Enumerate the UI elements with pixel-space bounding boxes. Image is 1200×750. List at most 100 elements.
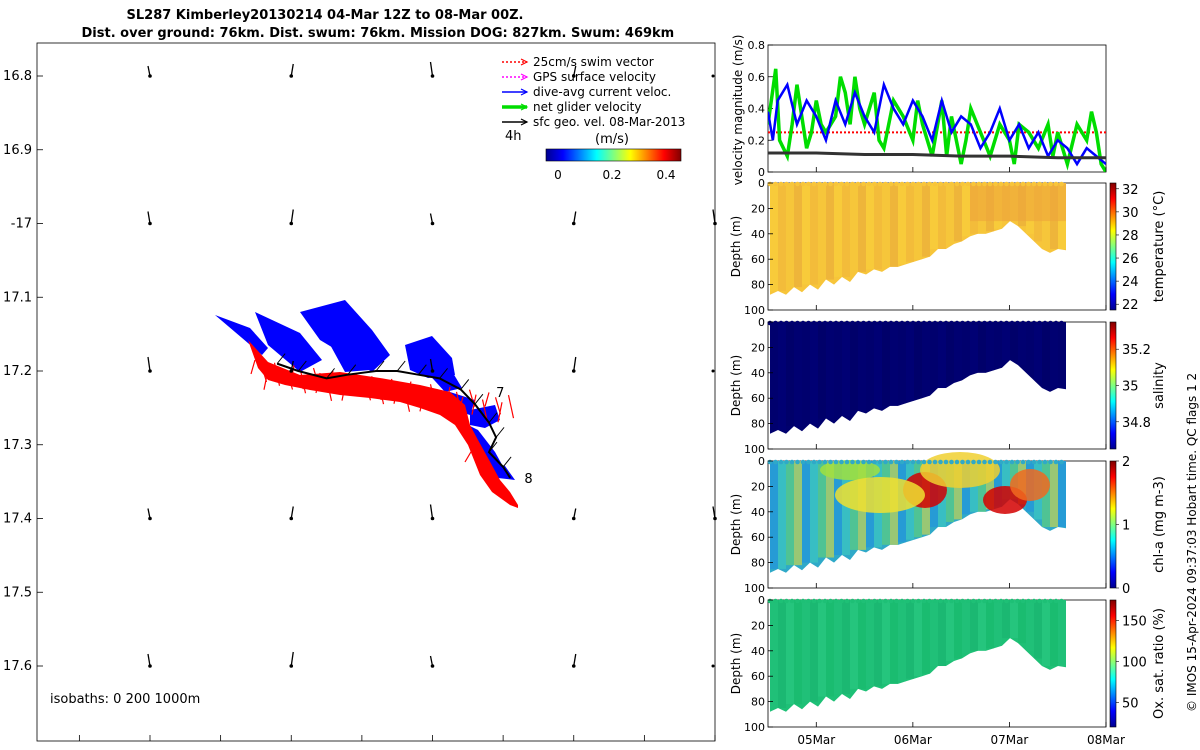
section-column — [890, 461, 898, 545]
section-column — [802, 322, 810, 424]
track-current-arrow — [488, 412, 498, 423]
velocity-series-line — [768, 151, 1106, 160]
legend-arrowhead — [520, 73, 529, 81]
surface-sample-dot — [844, 320, 850, 326]
surface-sample-dot — [811, 598, 817, 604]
section-column — [1034, 461, 1042, 520]
surface-sample-dot — [800, 320, 806, 326]
surface-sample-dot — [960, 459, 965, 465]
track-current-arrow — [326, 368, 335, 379]
section-column — [826, 322, 834, 419]
swim-vector-arrow — [507, 394, 515, 419]
section-column — [1002, 600, 1010, 639]
surface-sample-dot — [910, 320, 916, 326]
surface-sample-dot — [866, 320, 872, 326]
section-column — [922, 600, 930, 674]
surface-sample-dot — [905, 320, 910, 326]
section-column — [858, 183, 866, 272]
section-column — [970, 461, 978, 512]
surface-sample-dot — [927, 598, 932, 604]
section-column — [1050, 600, 1058, 667]
chl-patch — [835, 477, 925, 513]
section-column — [914, 600, 922, 677]
section-column — [842, 322, 850, 416]
grid-vector-head — [571, 664, 576, 668]
velocity-series-line — [768, 68, 1106, 172]
surface-sample-dot — [778, 459, 784, 465]
surface-sample-dot — [778, 598, 784, 604]
vel-y-tick-label: 0 — [758, 166, 765, 179]
surface-sample-dot — [795, 459, 800, 465]
section-column — [898, 461, 906, 543]
track-label: 8 — [524, 472, 532, 487]
section-column — [946, 600, 954, 661]
grid-vector — [711, 74, 715, 78]
depth-tick-label: 100 — [744, 443, 765, 456]
interval-label: 4h — [505, 129, 522, 144]
section-column — [794, 600, 802, 705]
time-axis: 05Mar 06Mar 07Mar 08Mar — [797, 733, 1125, 747]
surface-sample-dot — [943, 181, 949, 187]
section-column — [842, 183, 850, 277]
surface-sample-dot — [916, 181, 921, 187]
track-label: 7 — [496, 386, 504, 401]
surface-sample-dot — [899, 181, 905, 187]
legend-arrowhead — [520, 88, 529, 96]
section-column — [978, 322, 986, 373]
chl-patch — [920, 452, 1000, 488]
depth-tick-label: 80 — [751, 557, 765, 570]
grid-vector — [290, 506, 294, 519]
section-column — [1026, 183, 1034, 234]
swim-vector-arrow — [351, 373, 359, 397]
grid-vector-head — [430, 664, 435, 668]
surface-sample-dot — [1042, 181, 1048, 187]
section-column — [858, 600, 866, 689]
swim-vector-arrow — [429, 384, 437, 408]
swim-vector-arrow — [364, 383, 372, 401]
surface-sample-dot — [954, 598, 960, 604]
section-column — [850, 183, 858, 272]
surface-sample-dot — [943, 459, 949, 465]
section-column — [1002, 183, 1010, 222]
swim-vector-arrow — [442, 393, 450, 412]
surface-sample-dot — [861, 598, 866, 604]
section-column — [874, 600, 882, 687]
surface-sample-dot — [1009, 181, 1015, 187]
surface-sample-dot — [773, 320, 778, 326]
swim-vector-arrow — [380, 385, 386, 401]
surface-sample-dot — [993, 181, 998, 187]
track-current-arrow — [460, 379, 470, 390]
surface-sample-dot — [1009, 320, 1015, 326]
section-column — [1026, 600, 1034, 651]
surface-sample-dot — [1042, 598, 1048, 604]
surface-sample-dot — [894, 181, 899, 187]
section-column — [978, 183, 986, 234]
grid-vector — [290, 651, 294, 667]
surface-sample-dot — [861, 320, 866, 326]
section-column — [890, 183, 898, 267]
depth-tick-label: 80 — [751, 279, 765, 292]
surface-sample-dot — [806, 598, 811, 604]
section-column — [906, 322, 914, 401]
surface-sample-dot — [839, 598, 844, 604]
surface-sample-dot — [817, 459, 822, 465]
section-fill — [770, 183, 1066, 295]
surface-sample-dot — [866, 598, 872, 604]
surface-sample-dot — [1004, 320, 1009, 326]
colorbar-tick-label: 35.2 — [1122, 343, 1151, 358]
section-column — [954, 183, 962, 242]
grid-vector-head — [289, 516, 294, 521]
surface-sample-dot — [938, 459, 943, 465]
colorbar-tick-label: 2 — [1122, 455, 1130, 470]
grid-vector — [712, 506, 716, 519]
swim-vector-arrow — [354, 378, 360, 393]
surface-sample-dot — [888, 181, 894, 187]
surface-sample-dot — [773, 598, 778, 604]
section-column — [914, 322, 922, 399]
swim-vector-arrow — [484, 392, 490, 407]
section-column — [770, 461, 778, 569]
colorbar-tick-label: 35 — [1122, 380, 1139, 395]
swim-vector-arrow — [464, 444, 476, 463]
section-column — [810, 461, 818, 563]
